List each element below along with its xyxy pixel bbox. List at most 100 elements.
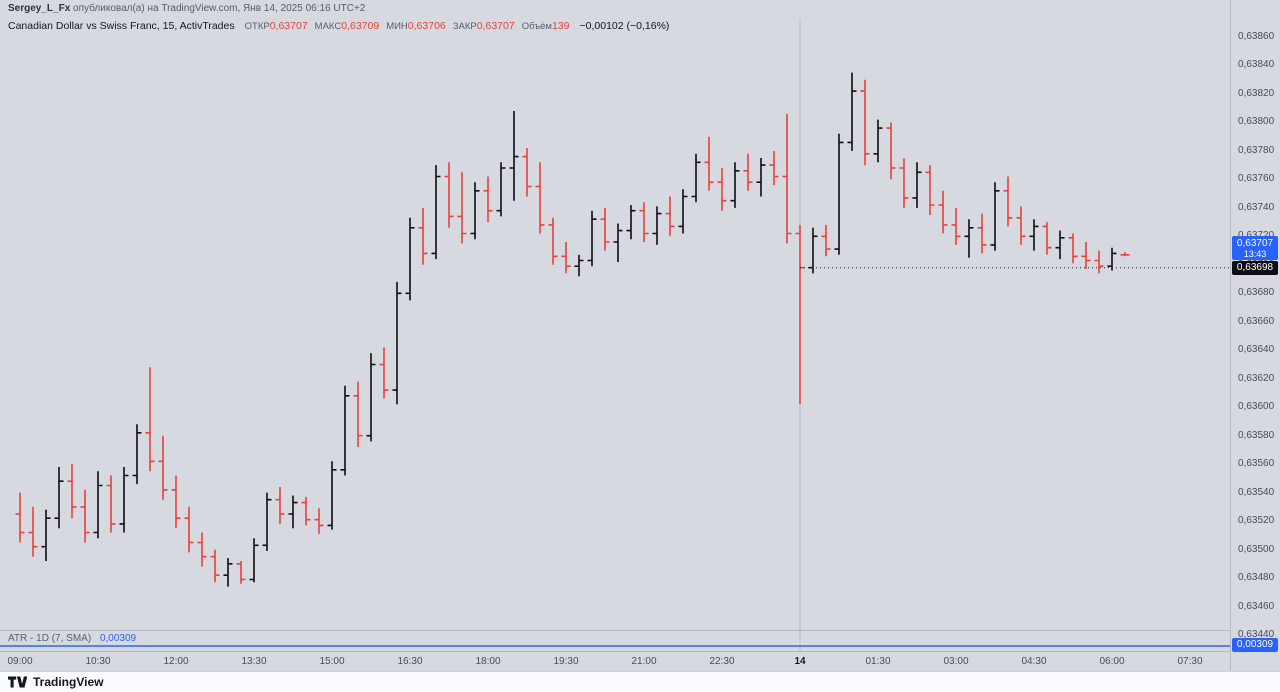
legend-field-value: 0,63707: [269, 20, 308, 32]
price-chart-canvas[interactable]: [0, 0, 1230, 652]
ohlc-bar: [314, 508, 324, 534]
ohlc-bar: [171, 475, 181, 529]
legend-field-label: ЗАКР: [452, 21, 477, 32]
ohlc-bar: [691, 153, 701, 203]
ohlc-bar: [236, 561, 246, 584]
ohlc-bar: [119, 467, 129, 533]
price-axis[interactable]: 0,63707 13:43 0,63698 0,00309 0,63860 0,6…: [1230, 0, 1280, 671]
tradingview-brand-link[interactable]: TradingView: [33, 675, 104, 689]
ohlc-bar: [67, 464, 77, 519]
ohlc-bar: [1055, 230, 1065, 260]
ohlc-bar: [1042, 222, 1052, 255]
legend-field-value: 139: [551, 20, 570, 32]
author-link[interactable]: Sergey_L_Fx: [8, 3, 71, 14]
price-tick-label: 0,63780: [1238, 144, 1275, 156]
price-tick-label: 0,63440: [1238, 629, 1275, 640]
ohlc-bar: [574, 254, 584, 277]
legend-field: ОТКР0,63707: [245, 20, 308, 32]
price-tick-label: 0,63760: [1238, 173, 1275, 185]
ohlc-bar: [912, 162, 922, 208]
price-tick-label: 0,63640: [1238, 344, 1275, 356]
ohlc-bar: [678, 189, 688, 234]
ohlc-bar: [132, 424, 142, 485]
symbol-title[interactable]: Canadian Dollar vs Swiss Franc, 15, Acti…: [8, 20, 235, 32]
ohlc-bar: [197, 532, 207, 567]
price-tick-label: 0,63800: [1238, 116, 1275, 128]
ohlc-bar: [431, 165, 441, 260]
time-tick-label: 03:00: [943, 656, 969, 667]
ohlc-bar: [561, 242, 571, 274]
time-tick-label: 04:30: [1021, 656, 1047, 667]
time-tick-label: 15:00: [319, 656, 345, 667]
ohlc-bar: [834, 133, 844, 255]
ohlc-bar: [652, 206, 662, 245]
indicator-value: 0,00309: [99, 633, 137, 644]
ohlc-bar: [288, 495, 298, 529]
attribution-bar: Sergey_L_Fx опубликовал(а) на TradingVie…: [8, 3, 365, 14]
ohlc-bar: [145, 367, 155, 472]
tradingview-logo-icon[interactable]: [8, 675, 28, 689]
ohlc-bar: [899, 158, 909, 208]
ohlc-values: ОТКР0,63707 МАКС0,63709 МИН0,63706 ЗАКР 0,63…: [245, 20, 570, 32]
ohlc-bar: [405, 217, 415, 301]
ohlc-bar: [340, 385, 350, 476]
time-tick-label: 18:00: [475, 656, 501, 667]
legend-field: МИН0,63706: [386, 20, 446, 32]
ohlc-bar: [28, 506, 38, 557]
legend-field-label: МАКС: [314, 21, 342, 32]
time-tick-label: 06:00: [1099, 656, 1125, 667]
logo-glyph-v: [16, 676, 28, 688]
ohlc-bar: [275, 486, 285, 524]
footer-bar: TradingView: [0, 671, 1280, 692]
ohlc-bar: [548, 217, 558, 265]
price-tick-label: 0,63520: [1238, 515, 1275, 527]
price-tick-label: 0,63600: [1238, 401, 1275, 413]
price-line-label: 0,63698: [1232, 260, 1278, 275]
ohlc-bar: [821, 224, 831, 257]
ohlc-bar: [470, 182, 480, 240]
chart-legend: Canadian Dollar vs Swiss Franc, 15, Acti…: [8, 20, 669, 32]
ohlc-bar: [886, 122, 896, 180]
time-tick-label: 21:00: [631, 656, 657, 667]
ohlc-bar: [353, 381, 363, 448]
ohlc-bar: [938, 190, 948, 234]
time-tick-label: 19:30: [553, 656, 579, 667]
time-tick-label: 07:30: [1177, 656, 1203, 667]
ohlc-bar: [756, 158, 766, 197]
price-tick-label: 0,63480: [1238, 572, 1275, 584]
change-value: −0,00102 (−0,16%): [579, 20, 670, 32]
ohlc-bar: [743, 153, 753, 191]
ohlc-bar: [444, 162, 454, 228]
indicator-title[interactable]: ATR - 1D (7, SMA): [8, 633, 92, 644]
legend-field-value: 0,63709: [341, 20, 380, 32]
ohlc-bar: [639, 202, 649, 242]
ohlc-bar: [717, 168, 727, 211]
bar-countdown: 13:43: [1243, 248, 1267, 259]
ohlc-bar: [795, 224, 805, 405]
ohlc-bar: [587, 210, 597, 267]
ohlc-bar: [1094, 250, 1104, 274]
price-tick-label: 0,63740: [1238, 201, 1275, 213]
ohlc-bar: [535, 162, 545, 234]
ohlc-bar: [483, 176, 493, 223]
time-axis[interactable]: 09:00 10:30 12:00 13:30 15:00 16:30 18:00 19:30…: [0, 651, 1230, 671]
ohlc-bar: [158, 435, 168, 500]
ohlc-bar: [80, 489, 90, 543]
ohlc-bar: [327, 461, 337, 530]
ohlc-bar: [210, 549, 220, 583]
ohlc-bar: [379, 347, 389, 399]
ohlc-bar: [782, 113, 792, 244]
ohlc-bar: [964, 219, 974, 258]
time-tick-label: 16:30: [397, 656, 423, 667]
ohlc-bar: [262, 492, 272, 551]
price-tick-label: 0,63680: [1238, 287, 1275, 299]
logo-glyph-t: [8, 676, 17, 688]
time-tick-label: 13:30: [241, 656, 267, 667]
ohlc-bar: [990, 182, 1000, 251]
ohlc-bar: [301, 496, 311, 526]
ohlc-bar: [847, 72, 857, 151]
ohlc-bar: [860, 79, 870, 166]
time-tick-label: 22:30: [709, 656, 735, 667]
ohlc-bar: [951, 207, 961, 245]
